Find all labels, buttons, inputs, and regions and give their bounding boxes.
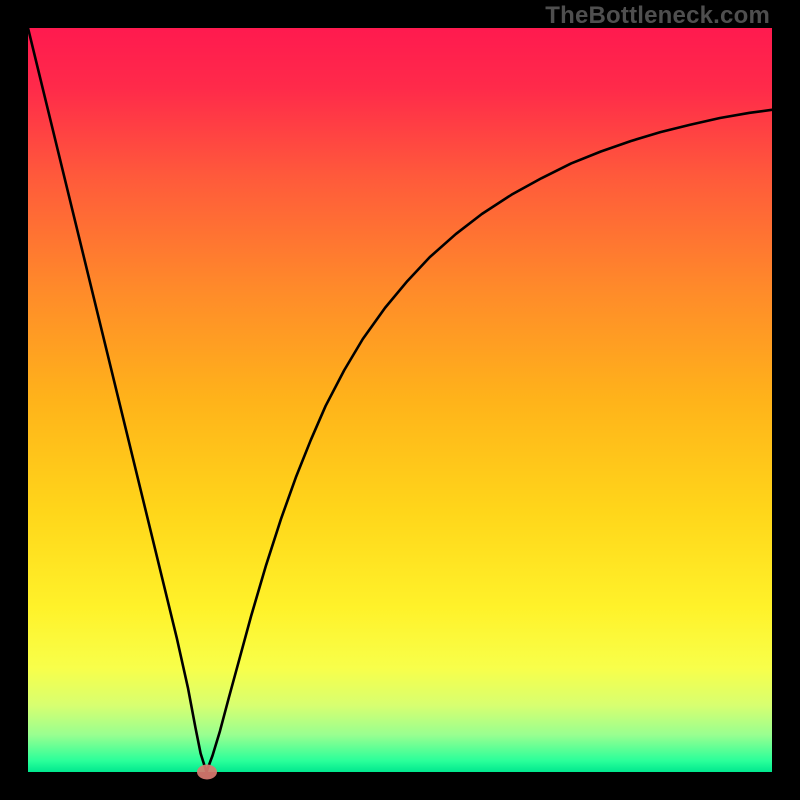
watermark-text: TheBottleneck.com	[545, 2, 770, 30]
chart-frame: TheBottleneck.com	[0, 0, 800, 800]
bottleneck-marker	[197, 765, 217, 780]
plot-area	[28, 28, 772, 772]
bottleneck-curve	[28, 28, 772, 772]
